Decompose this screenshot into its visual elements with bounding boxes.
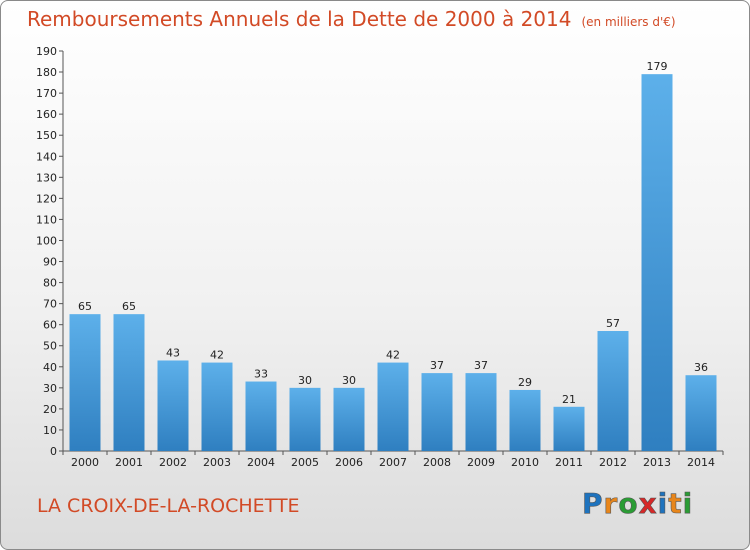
x-axis: 2000 2001 2002 2003 2004 2005 2006 2007 2008 2009… <box>62 450 724 469</box>
logo-letter: r <box>603 487 619 521</box>
bars <box>69 74 717 451</box>
bar-value-label: 29 <box>518 376 532 389</box>
bar-value-label: 65 <box>78 300 92 313</box>
x-tick-label: 2002 <box>159 456 187 469</box>
x-tick-label: 2012 <box>599 456 627 469</box>
y-axis: 0 10 20 30 40 50 60 70 80 90 100 110 120 130 140 150 160… <box>36 45 64 458</box>
value-labels: 65 65 43 42 33 30 30 42 37 37 29 21 57 179 36 <box>78 60 708 406</box>
y-tick-label: 160 <box>36 108 57 121</box>
y-tick-label: 150 <box>36 129 57 142</box>
y-tick-label: 180 <box>36 66 57 79</box>
commune-name: LA CROIX-DE-LA-ROCHETTE <box>37 495 300 517</box>
logo-letter: i <box>682 487 694 521</box>
y-tick-label: 30 <box>43 382 57 395</box>
x-tick-label: 2003 <box>203 456 231 469</box>
bar-value-label: 179 <box>647 60 668 73</box>
y-tick-label: 100 <box>36 234 57 247</box>
logo-letter: x <box>638 487 658 521</box>
y-tick-label: 0 <box>50 445 57 458</box>
chart-unit-note: (en milliers d'€) <box>581 15 676 29</box>
bar-value-label: 42 <box>210 349 224 362</box>
logo-letter: o <box>618 487 639 521</box>
y-tick-label: 10 <box>43 424 57 437</box>
x-tick-label: 2010 <box>511 456 539 469</box>
bar-value-label: 37 <box>430 359 444 372</box>
x-tick-label: 2014 <box>687 456 715 469</box>
y-tick-label: 130 <box>36 171 57 184</box>
logo-letter: i <box>657 487 669 521</box>
bar <box>333 387 365 451</box>
bar-value-label: 37 <box>474 359 488 372</box>
y-tick-label: 80 <box>43 277 57 290</box>
logo-letter: P <box>582 487 604 521</box>
logo-letter: t <box>668 487 683 521</box>
bar <box>465 373 497 451</box>
y-tick-label: 90 <box>43 256 57 269</box>
bar <box>69 314 101 451</box>
bar <box>597 331 629 451</box>
y-tick-label: 110 <box>36 213 57 226</box>
proxiti-logo: Proxiti <box>582 487 694 521</box>
x-tick-label: 2009 <box>467 456 495 469</box>
x-tick-label: 2001 <box>115 456 143 469</box>
y-tick-label: 170 <box>36 87 57 100</box>
bar-value-label: 33 <box>254 368 268 381</box>
bar-value-label: 57 <box>606 317 620 330</box>
y-tick-label: 190 <box>36 45 57 58</box>
bar <box>157 360 189 451</box>
bar <box>113 314 145 451</box>
bar-value-label: 65 <box>122 300 136 313</box>
bar-value-label: 21 <box>562 393 576 406</box>
bar-value-label: 43 <box>166 346 180 359</box>
bar-value-label: 36 <box>694 361 708 374</box>
y-tick-label: 70 <box>43 298 57 311</box>
bar <box>641 74 673 451</box>
y-tick-label: 120 <box>36 192 57 205</box>
bar-value-label: 30 <box>342 374 356 387</box>
x-tick-label: 2011 <box>555 456 583 469</box>
bar <box>509 389 541 451</box>
x-tick-label: 2005 <box>291 456 319 469</box>
x-tick-label: 2000 <box>71 456 99 469</box>
y-tick-label: 40 <box>43 361 57 374</box>
x-tick-label: 2008 <box>423 456 451 469</box>
x-tick-label: 2007 <box>379 456 407 469</box>
y-tick-label: 60 <box>43 319 57 332</box>
y-tick-label: 140 <box>36 150 57 163</box>
x-tick-label: 2004 <box>247 456 275 469</box>
y-tick-label: 20 <box>43 403 57 416</box>
bar-value-label: 30 <box>298 374 312 387</box>
bar-value-label: 42 <box>386 349 400 362</box>
chart-title: Remboursements Annuels de la Dette de 20… <box>27 7 676 31</box>
bar <box>289 387 321 451</box>
chart-title-main: Remboursements Annuels de la Dette de 20… <box>27 7 572 31</box>
bar <box>245 381 277 451</box>
bar <box>553 406 585 451</box>
x-tick-label: 2013 <box>643 456 671 469</box>
bar <box>685 375 717 451</box>
bar <box>377 362 409 451</box>
y-tick-label: 50 <box>43 340 57 353</box>
bar <box>201 362 233 451</box>
bar <box>421 373 453 451</box>
x-tick-label: 2006 <box>335 456 363 469</box>
